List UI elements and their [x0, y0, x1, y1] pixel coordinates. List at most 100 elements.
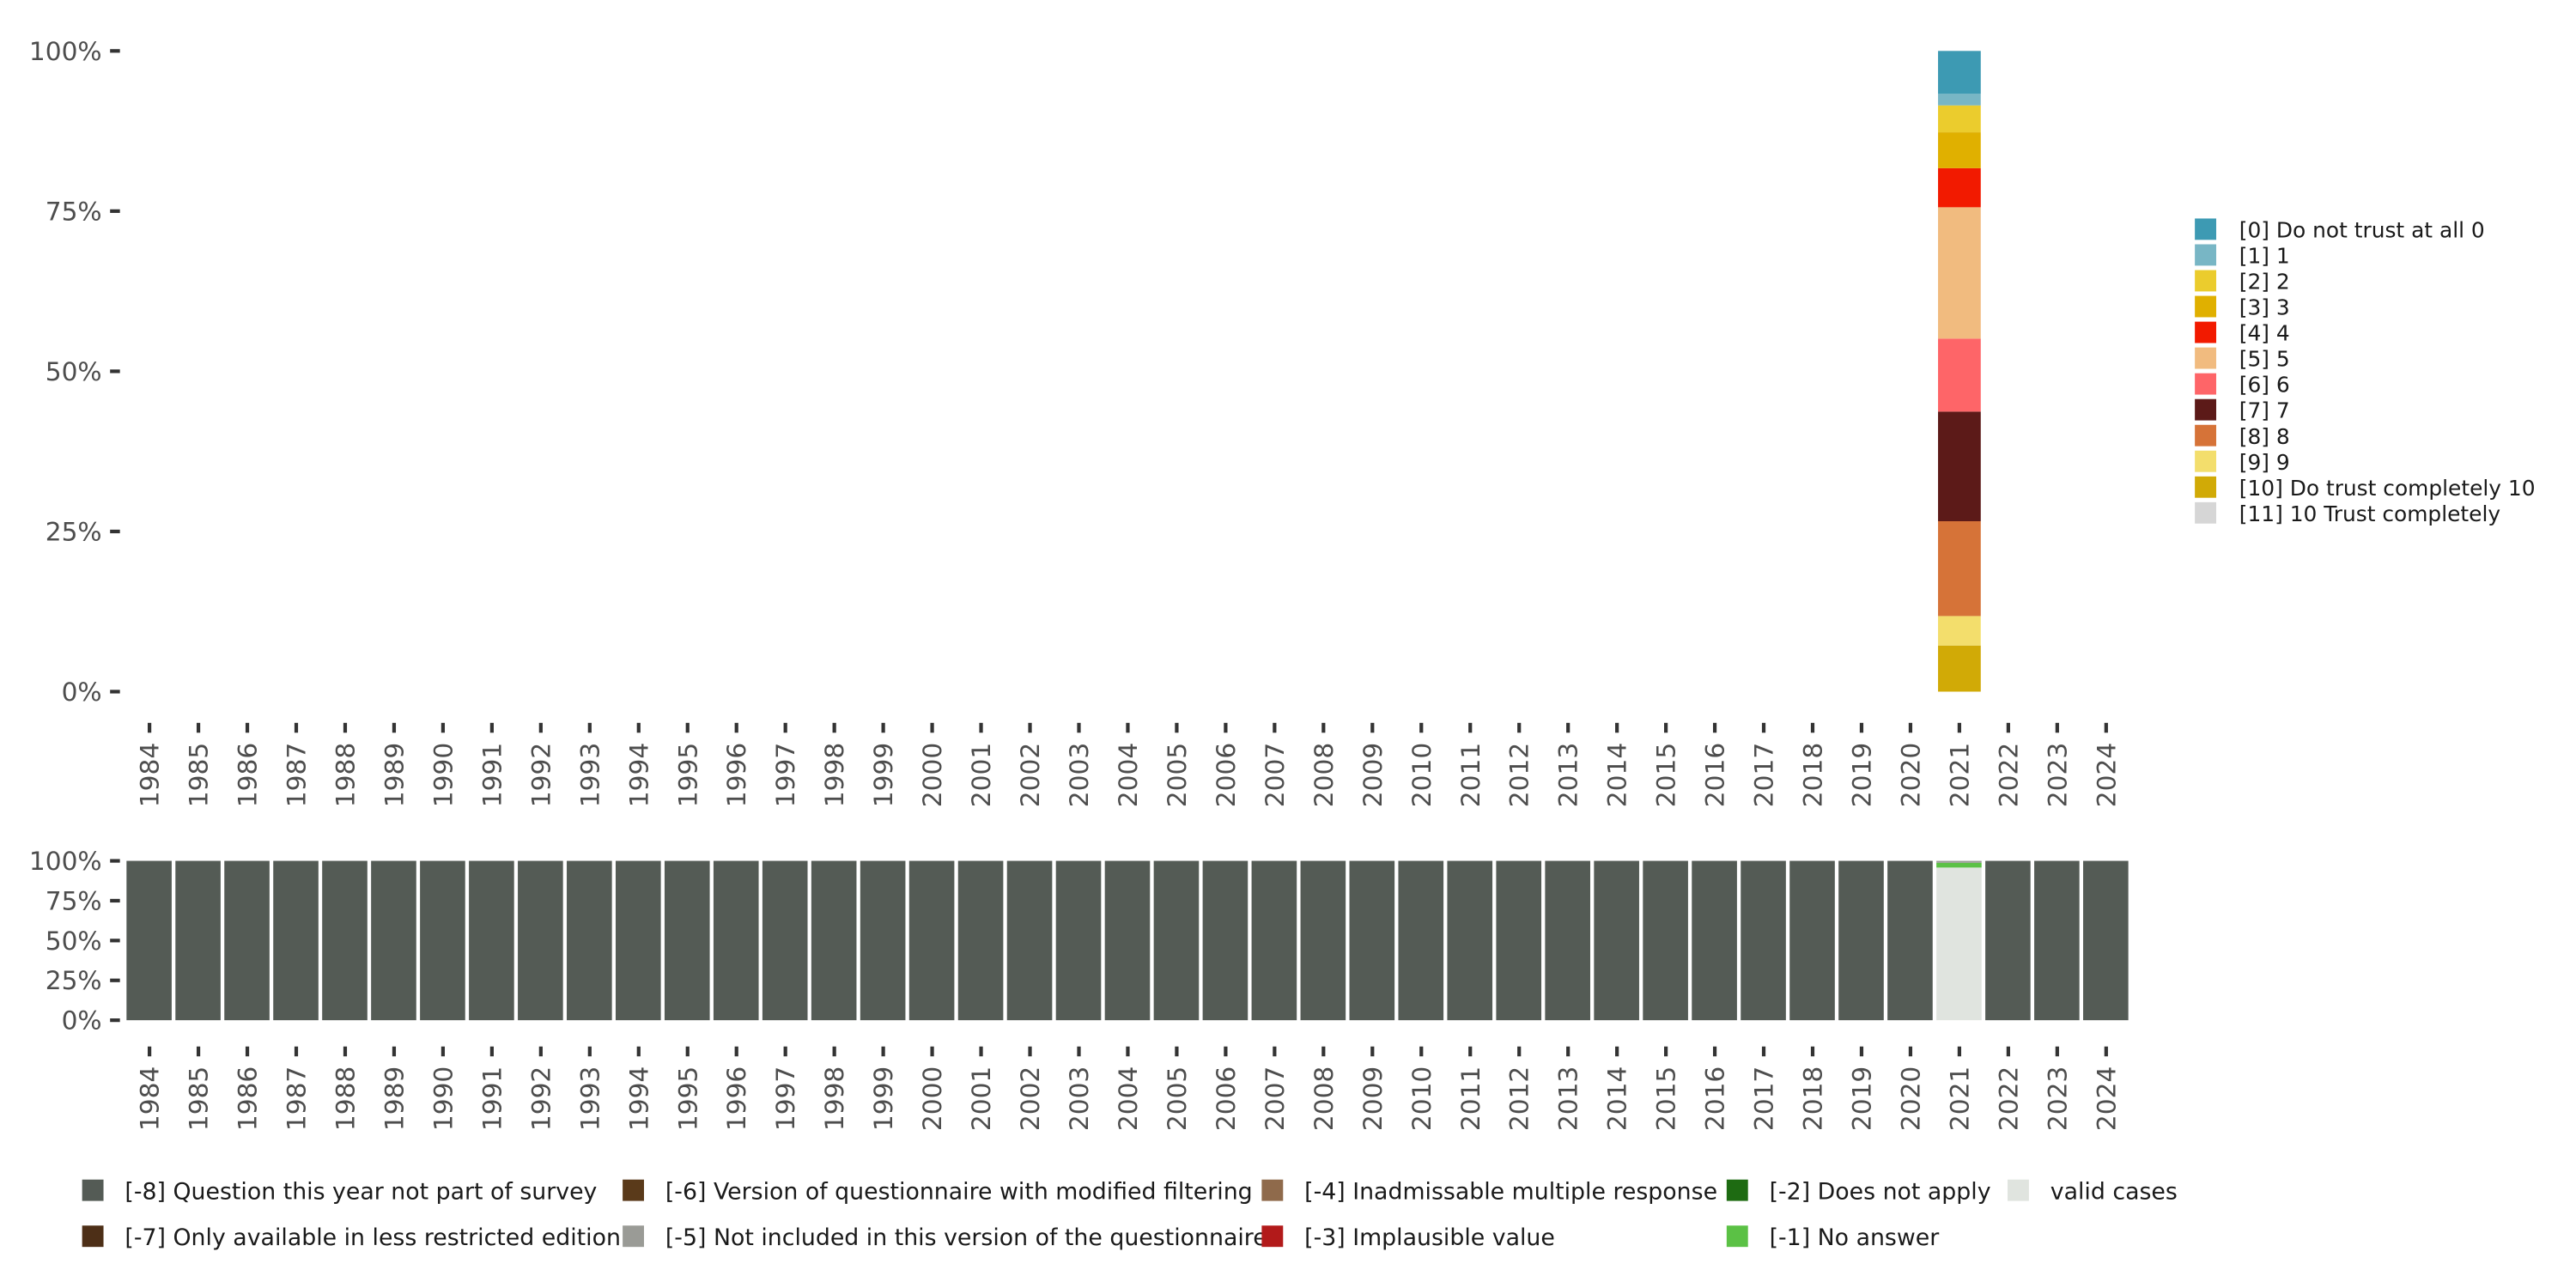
y-tick-label: 25% — [46, 516, 102, 546]
x-tick-label: 2002 — [1015, 1066, 1045, 1131]
bar-segment — [1741, 860, 1786, 1021]
legend-swatch — [1261, 1225, 1284, 1248]
legend-label: [0] Do not trust at all 0 — [2239, 217, 2485, 242]
y-tick-label: 100% — [29, 846, 102, 876]
x-tick-label: 2006 — [1211, 743, 1241, 807]
bar-segment — [1938, 105, 1981, 133]
bar-segment — [2083, 860, 2129, 1021]
bar-segment — [1887, 860, 1933, 1021]
legend-swatch — [2195, 501, 2216, 524]
x-tick-label: 2022 — [1993, 743, 2023, 807]
bar-segment — [1300, 860, 1346, 1021]
x-tick-label: 2016 — [1700, 743, 1730, 807]
x-tick-label: 2005 — [1162, 743, 1192, 807]
x-tick-label: 2011 — [1455, 1066, 1485, 1131]
x-tick-label: 1989 — [379, 743, 409, 807]
bar-segment — [1398, 860, 1444, 1021]
legend-swatch — [2195, 270, 2216, 292]
x-tick-label: 1987 — [282, 1066, 312, 1131]
bar-segment — [1938, 411, 1981, 522]
x-tick-label: 2024 — [2091, 743, 2121, 807]
legend-label: [-1] No answer — [1770, 1224, 1940, 1251]
bar-segment — [1349, 860, 1395, 1021]
legend-label: [3] 3 — [2239, 295, 2290, 320]
bar-segment — [615, 860, 661, 1021]
bar-segment — [2034, 860, 2080, 1021]
x-tick-label: 2006 — [1211, 1066, 1241, 1131]
x-tick-label: 2012 — [1504, 1066, 1534, 1131]
legend-label: [11] 10 Trust completely — [2239, 501, 2500, 526]
bar-segment — [1104, 860, 1151, 1021]
x-tick-label: 2008 — [1309, 743, 1339, 807]
x-tick-label: 1999 — [868, 743, 898, 807]
bar-segment — [1006, 860, 1053, 1021]
legend-label: [5] 5 — [2239, 347, 2290, 372]
legend-swatch — [2195, 321, 2216, 343]
bar-segment — [664, 860, 710, 1021]
x-tick-label: 2017 — [1749, 1066, 1779, 1131]
x-tick-label: 1990 — [428, 743, 458, 807]
x-tick-label: 1991 — [477, 1066, 507, 1131]
bar-segment — [1789, 860, 1835, 1021]
legend-label: [8] 8 — [2239, 424, 2290, 449]
x-tick-label: 1986 — [233, 743, 263, 807]
legend-label: [10] Do trust completely 10 — [2239, 476, 2536, 501]
x-tick-label: 1998 — [819, 1066, 849, 1131]
bar-segment — [1938, 616, 1981, 646]
x-tick-label: 1989 — [379, 1066, 409, 1131]
x-tick-label: 2009 — [1358, 743, 1388, 807]
x-tick-label: 1993 — [574, 743, 605, 807]
bar-segment — [1938, 167, 1981, 208]
bar-segment — [1938, 207, 1981, 339]
x-tick-label: 1988 — [331, 1066, 361, 1131]
x-tick-label: 2021 — [1944, 743, 1974, 807]
x-tick-label: 2013 — [1553, 743, 1583, 807]
x-tick-label: 1993 — [574, 1066, 605, 1131]
legend-swatch — [2195, 295, 2216, 318]
legend-label: [1] 1 — [2239, 244, 2290, 269]
bar-segment — [469, 860, 514, 1021]
bar-segment — [1938, 94, 1981, 106]
x-tick-label: 1999 — [868, 1066, 898, 1131]
legend-swatch — [82, 1179, 104, 1201]
bar-segment — [1838, 860, 1884, 1021]
x-tick-label: 1996 — [721, 1066, 751, 1131]
legend-swatch — [2195, 373, 2216, 395]
x-tick-label: 2011 — [1455, 743, 1485, 807]
bar-segment — [1938, 338, 1981, 412]
legend-swatch — [2195, 398, 2216, 421]
x-tick-label: 1985 — [184, 1066, 214, 1131]
x-tick-label: 2019 — [1846, 1066, 1876, 1131]
legend-swatch — [623, 1179, 644, 1201]
bar-segment — [371, 860, 416, 1021]
y-tick-label: 75% — [46, 196, 102, 226]
x-tick-label: 2020 — [1895, 743, 1925, 807]
bar-segment — [1938, 132, 1981, 168]
bar-segment — [1496, 860, 1542, 1021]
legend-swatch — [623, 1225, 644, 1248]
x-tick-label: 2008 — [1309, 1066, 1339, 1131]
bar-segment — [175, 860, 221, 1021]
x-tick-label: 1986 — [233, 1066, 263, 1131]
legend-swatch — [2195, 450, 2216, 472]
bar-segment — [860, 860, 906, 1021]
legend-label: [-8] Question this year not part of surv… — [125, 1179, 597, 1206]
bar-segment — [1251, 860, 1297, 1021]
y-tick-label: 75% — [46, 885, 102, 915]
x-tick-label: 2000 — [917, 1066, 947, 1131]
legend-swatch — [1726, 1179, 1748, 1201]
x-tick-label: 1992 — [526, 1066, 556, 1131]
y-tick-label: 100% — [29, 36, 102, 66]
bar-segment — [1936, 860, 1982, 863]
x-tick-label: 1988 — [331, 743, 361, 807]
x-tick-label: 1995 — [672, 1066, 702, 1131]
x-tick-label: 2023 — [2042, 1066, 2072, 1131]
legend-swatch — [2195, 424, 2216, 447]
bar-segment — [1594, 860, 1639, 1021]
y-tick-label: 50% — [46, 926, 102, 956]
legend-label: [4] 4 — [2239, 321, 2290, 346]
bar-segment — [1938, 645, 1981, 692]
legend-label: [6] 6 — [2239, 373, 2290, 398]
x-tick-label: 2000 — [917, 743, 947, 807]
